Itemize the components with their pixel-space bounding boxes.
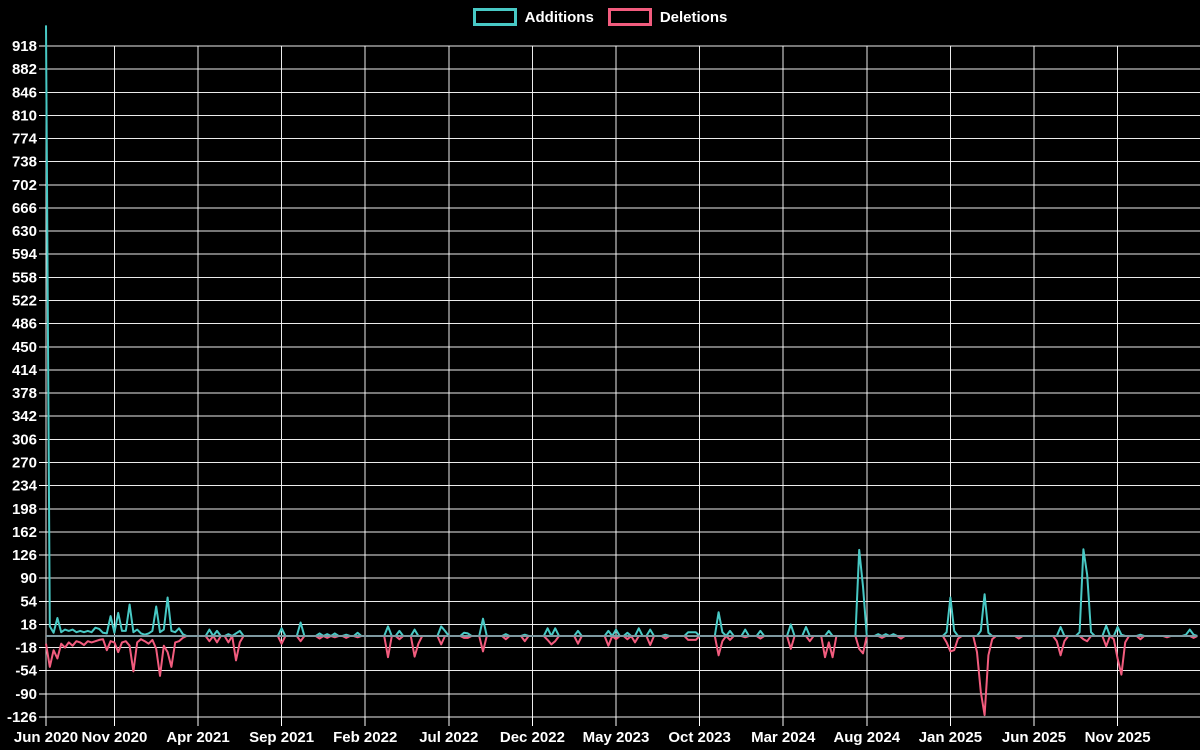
y-tick-label: 234: [12, 478, 38, 495]
y-tick-label: 198: [12, 501, 37, 518]
y-tick-label: -126: [7, 709, 37, 726]
y-tick-label: 18: [20, 616, 37, 633]
legend-label-additions: Additions: [524, 8, 594, 26]
y-tick-label: 810: [12, 107, 37, 124]
y-tick-label: 666: [12, 200, 37, 217]
y-tick-label: 882: [12, 61, 37, 78]
y-tick-label: 846: [12, 84, 37, 101]
y-tick-label: 162: [12, 524, 37, 541]
y-tick-label: 630: [12, 223, 37, 240]
additions-swatch-icon: [472, 8, 517, 26]
y-tick-label: 558: [12, 269, 37, 286]
x-tick-label: Aug 2024: [833, 729, 900, 746]
x-tick-label: May 2023: [583, 729, 650, 746]
y-tick-label: 270: [12, 454, 37, 471]
y-tick-label: 90: [20, 570, 37, 587]
y-tick-label: 414: [12, 362, 38, 379]
y-tick-label: 378: [12, 385, 37, 402]
x-tick-label: Sep 2021: [249, 729, 314, 746]
y-tick-label: 54: [20, 593, 37, 610]
y-tick-label: 702: [12, 177, 37, 194]
x-tick-label: Jun 2020: [14, 729, 78, 746]
x-tick-label: Oct 2023: [668, 729, 731, 746]
legend-item-additions[interactable]: Additions: [472, 8, 594, 26]
deletions-swatch-icon: [607, 8, 652, 26]
x-tick-label: Mar 2024: [751, 729, 816, 746]
y-tick-label: 126: [12, 547, 37, 564]
y-tick-label: 774: [12, 131, 38, 148]
x-tick-label: Jul 2022: [419, 729, 478, 746]
chart-legend: Additions Deletions: [0, 8, 1200, 26]
y-tick-label: 450: [12, 339, 37, 356]
x-tick-label: Jun 2025: [1002, 729, 1066, 746]
x-tick-label: Apr 2021: [166, 729, 229, 746]
x-tick-label: Dec 2022: [500, 729, 565, 746]
legend-label-deletions: Deletions: [659, 8, 728, 26]
x-tick-label: Nov 2020: [81, 729, 147, 746]
x-tick-label: Feb 2022: [333, 729, 397, 746]
y-tick-label: 306: [12, 431, 37, 448]
y-tick-label: -54: [15, 663, 37, 680]
additions-line: [45, 25, 1198, 637]
y-tick-label: -18: [15, 640, 37, 657]
y-tick-label: 594: [12, 246, 38, 263]
y-tick-label: -90: [15, 686, 37, 703]
y-tick-label: 342: [12, 408, 37, 425]
y-tick-label: 522: [12, 293, 37, 310]
y-tick-label: 738: [12, 154, 37, 171]
legend-item-deletions[interactable]: Deletions: [607, 8, 728, 26]
x-tick-label: Nov 2025: [1085, 729, 1151, 746]
y-tick-label: 918: [12, 38, 37, 55]
y-tick-label: 486: [12, 316, 37, 333]
x-tick-label: Jan 2025: [919, 729, 982, 746]
